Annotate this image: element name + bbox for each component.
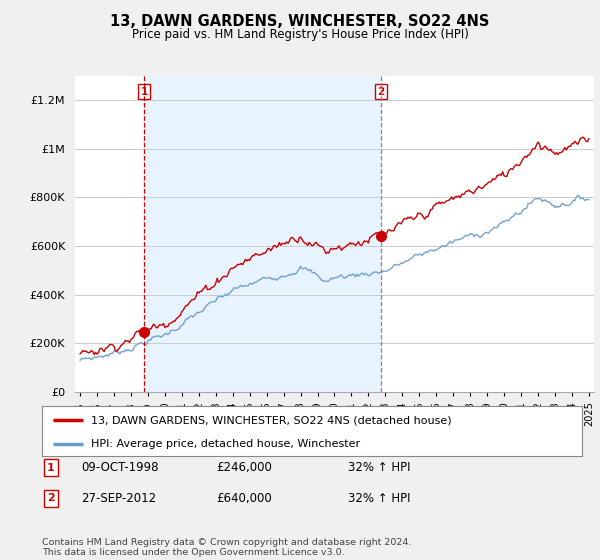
Text: £640,000: £640,000 <box>216 492 272 505</box>
Text: 09-OCT-1998: 09-OCT-1998 <box>81 461 158 474</box>
Text: Price paid vs. HM Land Registry's House Price Index (HPI): Price paid vs. HM Land Registry's House … <box>131 28 469 41</box>
Bar <box>144 76 381 392</box>
Text: 2: 2 <box>47 493 55 503</box>
Text: 13, DAWN GARDENS, WINCHESTER, SO22 4NS: 13, DAWN GARDENS, WINCHESTER, SO22 4NS <box>110 14 490 29</box>
Text: 1: 1 <box>140 87 148 97</box>
Text: 1: 1 <box>47 463 55 473</box>
Text: 32% ↑ HPI: 32% ↑ HPI <box>348 492 410 505</box>
Text: Contains HM Land Registry data © Crown copyright and database right 2024.
This d: Contains HM Land Registry data © Crown c… <box>42 538 412 557</box>
Text: 2: 2 <box>377 87 385 97</box>
Text: £246,000: £246,000 <box>216 461 272 474</box>
Text: 13, DAWN GARDENS, WINCHESTER, SO22 4NS (detached house): 13, DAWN GARDENS, WINCHESTER, SO22 4NS (… <box>91 415 451 425</box>
Text: 27-SEP-2012: 27-SEP-2012 <box>81 492 156 505</box>
Text: HPI: Average price, detached house, Winchester: HPI: Average price, detached house, Winc… <box>91 439 360 449</box>
Text: 32% ↑ HPI: 32% ↑ HPI <box>348 461 410 474</box>
